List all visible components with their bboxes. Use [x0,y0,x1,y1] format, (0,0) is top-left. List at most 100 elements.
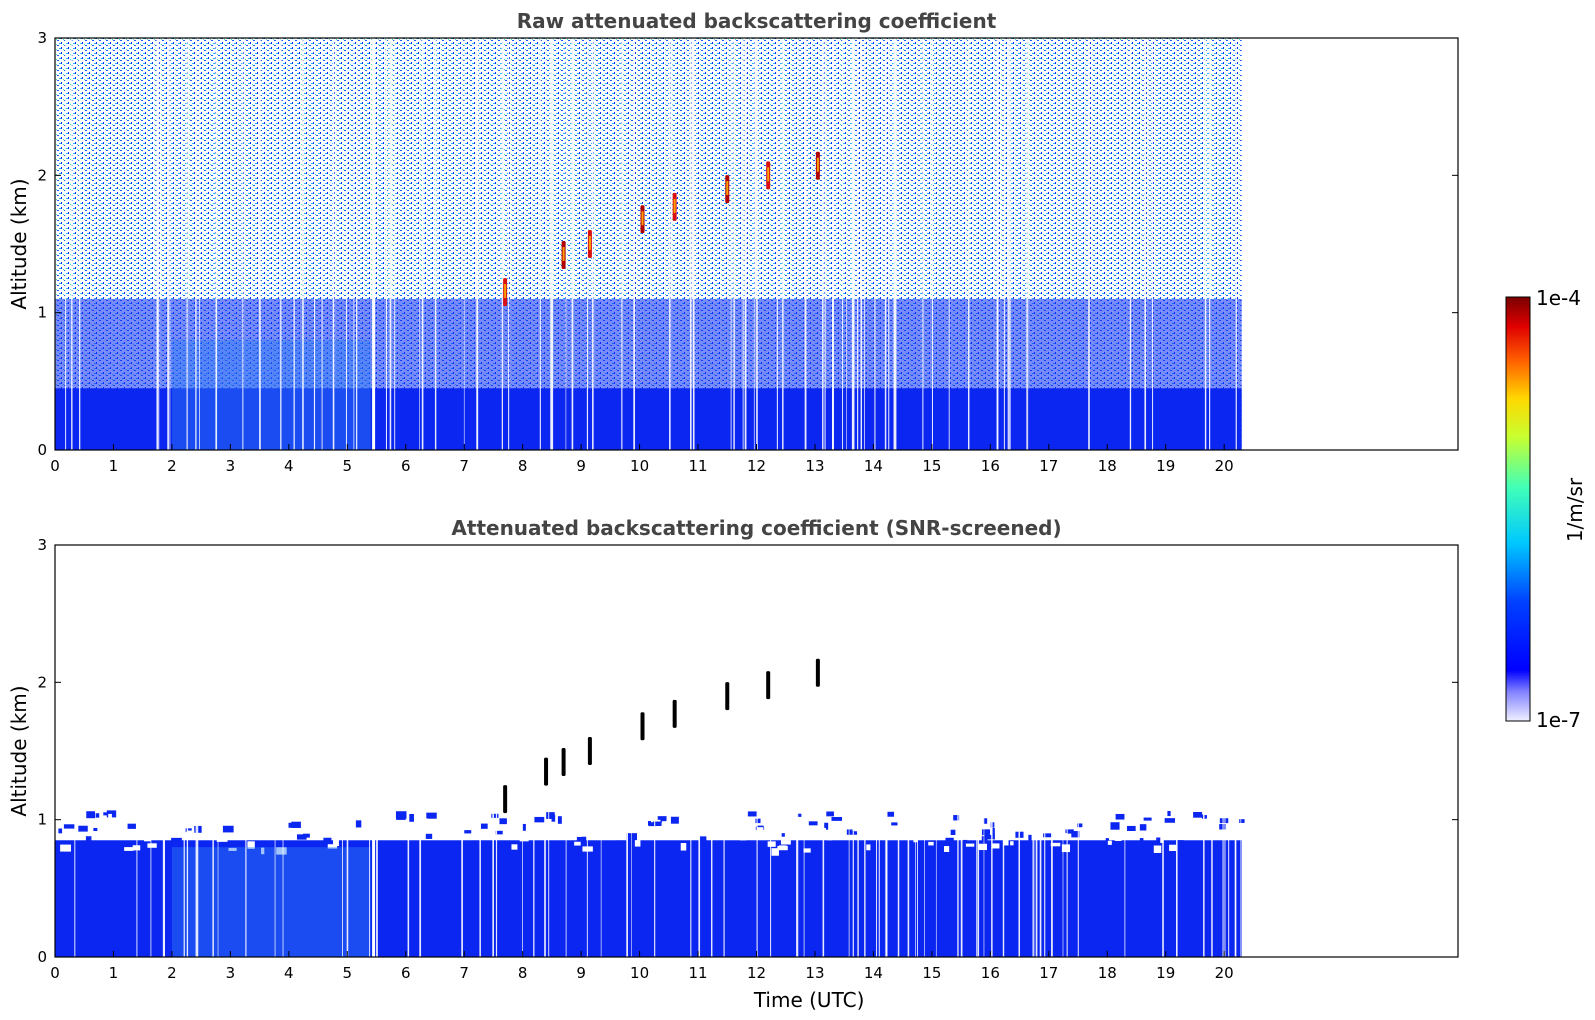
bl-edge-block [962,839,968,844]
bl-edge-block [1204,811,1213,816]
bl-edge-block [891,822,898,826]
bl-edge-block [620,820,629,827]
x-tick-label: 20 [1215,964,1234,982]
x-tick-label: 12 [747,964,766,982]
bl-edge-block [900,847,906,853]
bl-edge-block [846,829,858,835]
bl-edge-block [327,844,338,849]
x-tick-label: 18 [1098,964,1117,982]
bl-edge-block [1061,844,1071,853]
x-tick-label: 7 [459,964,469,982]
bl-edge-block [677,820,685,828]
bl-edge-block [565,816,574,825]
bl-edge-block [1230,818,1238,825]
bl-edge-block [824,822,829,830]
x-tick-label: 15 [922,457,941,475]
bl-edge-block [95,813,100,818]
bl-edge-block [808,821,818,826]
bl-edge-block [1153,845,1162,853]
bl-edge-block [634,839,641,847]
bl-edge-block [122,845,126,850]
cloud-feature-core [504,284,507,299]
y-tick-label: 2 [37,166,47,184]
bl-edge-block [78,825,88,832]
bl-edge-block [303,811,309,818]
bl-edge-block [1196,843,1205,851]
bl-edge-block [1010,841,1014,846]
x-tick-label: 20 [1215,457,1234,475]
bl-edge-block [58,828,63,834]
bl-edge-block [803,848,811,853]
bl-edge-block [945,837,954,844]
bl-edge-block [1167,810,1171,817]
x-tick-label: 0 [50,964,60,982]
bl-edge-block [186,830,195,834]
x-tick-label: 13 [805,457,824,475]
light-aerosol-region [171,847,371,957]
bl-edge-block [827,832,833,841]
x-tick-label: 13 [805,964,824,982]
x-axis-label: Time (UTC) [753,988,865,1012]
bl-edge-block [480,823,488,829]
x-tick-label: 8 [518,457,528,475]
bl-edge-block [63,824,75,829]
bl-edge-block [323,837,332,844]
bl-edge-block [124,847,134,851]
bl-edge-block [670,816,679,824]
bl-edge-block [1160,835,1164,843]
x-tick-label: 11 [688,964,707,982]
bl-edge-block [1003,817,1011,824]
bl-edge-block [86,811,96,819]
bl-edge-block [950,829,956,836]
bl-edge-block [132,845,141,851]
bl-edge-block [652,821,662,826]
y-tick-label: 3 [37,29,47,47]
bl-edge-block [1057,844,1064,853]
bl-edge-block [981,829,991,836]
bl-edge-block [364,844,370,849]
x-tick-label: 5 [343,964,353,982]
bl-edge-block [1028,834,1032,841]
bl-edge-block [1031,813,1038,817]
boundary-layer-fill [55,840,1242,957]
bl-edge-block [261,847,265,855]
cloud-feature-core [726,181,729,196]
colorbar-gradient [1505,296,1531,722]
bl-edge-block [304,828,315,832]
cloud-feature [640,712,645,741]
bl-edge-block [1050,842,1061,847]
bl-edge-block [519,837,529,842]
bl-edge-block [1065,829,1074,834]
bl-edge-block [470,840,482,847]
bl-edge-block [829,845,840,853]
bl-edge-block [112,842,123,848]
bl-edge-block [953,815,960,821]
bl-edge-block [462,816,467,822]
cloud-feature [561,747,566,776]
bl-edge-block [396,813,406,820]
x-tick-label: 10 [630,964,649,982]
cloud-feature [587,737,592,765]
colorbar-min-label: 1e-7 [1536,708,1581,732]
bl-edge-block [409,813,414,822]
y-tick-label: 0 [37,441,47,459]
bl-edge-block [216,835,228,842]
colorbar-max-label: 1e-4 [1536,286,1581,310]
bl-edge-block [844,815,854,819]
bl-edge-block [147,843,157,848]
y-tick-label: 1 [37,304,47,322]
x-tick-label: 1 [109,964,119,982]
bl-edge-block [610,843,620,848]
x-tick-label: 3 [226,964,236,982]
bl-edge-block [522,823,526,831]
x-tick-label: 15 [922,964,941,982]
bl-edge-block [108,813,112,820]
bl-edge-block [499,818,507,825]
x-tick-label: 2 [167,457,177,475]
mid-layer-fill [55,298,1242,389]
x-tick-label: 17 [1039,964,1058,982]
bl-edge-block [1127,825,1136,831]
bl-edge-block [258,813,264,822]
panel-1: Raw attenuated backscattering coefficien… [7,9,1459,475]
bl-edge-block [615,840,625,844]
